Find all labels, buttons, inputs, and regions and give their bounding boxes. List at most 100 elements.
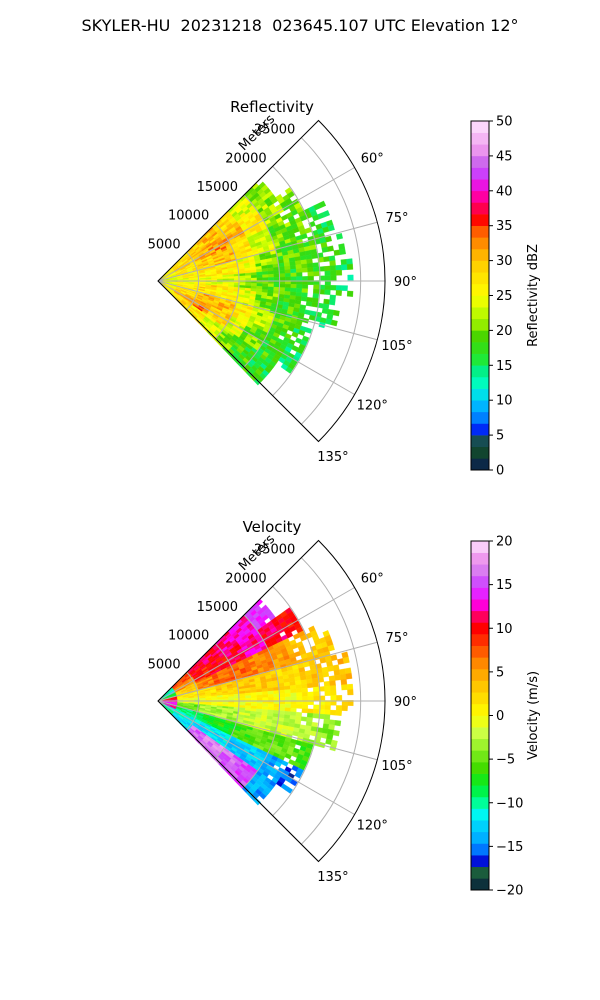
- data-cell: [307, 691, 314, 697]
- data-cell: [301, 708, 308, 714]
- data-cell: [324, 690, 331, 696]
- data-cell: [262, 706, 269, 710]
- data-cell: [245, 275, 252, 279]
- data-cell: [301, 284, 309, 289]
- azimuth-spoke: [157, 280, 355, 395]
- colorbar-tick-label: 0: [496, 709, 504, 724]
- data-cell: [250, 274, 258, 279]
- colorbar-tick-label: −20: [496, 884, 523, 899]
- azimuth-spoke: [157, 641, 378, 702]
- colorbar-segment: [471, 411, 489, 424]
- data-cell: [262, 286, 269, 290]
- data-cell: [339, 668, 346, 675]
- velocity-colorbar: −20 −15 −10 −5 0 5 10 15 20 Velocity (m/s): [470, 535, 541, 899]
- data-cell: [330, 654, 338, 662]
- range-tick-label: 5000: [148, 657, 181, 672]
- data-cell: [335, 285, 343, 291]
- colorbar-segment: [471, 260, 489, 273]
- data-cell: [284, 689, 291, 694]
- data-cell: [267, 703, 275, 708]
- data-cell: [327, 644, 335, 652]
- colorbar-segment: [471, 132, 489, 145]
- data-cell: [239, 695, 246, 699]
- colorbar-tick-label: 10: [496, 622, 513, 637]
- figure-title: SKYLER-HU 20231218 023645.107 UTC Elevat…: [81, 16, 519, 35]
- data-cell: [284, 685, 291, 691]
- data-cell: [341, 285, 348, 292]
- data-cell: [262, 703, 269, 707]
- colorbar-segment: [471, 738, 489, 751]
- data-cell: [328, 719, 336, 726]
- data-cell: [323, 714, 331, 720]
- data-cell: [228, 278, 235, 281]
- data-cell: [346, 683, 354, 690]
- data-cell: [273, 697, 280, 701]
- colorbar-segment: [471, 225, 489, 238]
- colorbar-segment: [471, 400, 489, 413]
- data-cell: [284, 703, 292, 709]
- data-cell: [307, 275, 314, 281]
- range-tick-label: 25000: [254, 123, 295, 138]
- data-cell: [294, 771, 302, 779]
- colorbar-segment: [471, 446, 489, 459]
- data-cell: [302, 696, 309, 701]
- colorbar-segment: [471, 272, 489, 285]
- data-cell: [290, 692, 297, 697]
- data-cell: [336, 695, 343, 701]
- data-cell: [239, 275, 246, 279]
- data-cell: [330, 695, 337, 701]
- azimuth-spoke: [157, 700, 378, 761]
- data-cell: [222, 276, 229, 280]
- data-cell: [239, 273, 246, 277]
- data-cell: [304, 309, 311, 316]
- data-cell: [335, 264, 342, 271]
- data-cell: [216, 697, 223, 700]
- data-cell: [300, 296, 308, 302]
- data-cell: [259, 792, 267, 800]
- data-cell: [284, 287, 291, 292]
- data-cell: [296, 288, 303, 293]
- data-cell: [301, 687, 308, 693]
- data-cell: [256, 277, 263, 281]
- data-cell: [268, 697, 275, 701]
- data-cell: [279, 276, 286, 281]
- data-cell: [262, 277, 269, 281]
- data-cell: [251, 277, 258, 281]
- data-cell: [284, 707, 291, 712]
- colorbar-tick-label: 20: [496, 324, 513, 339]
- azimuth-tick-label: 120°: [357, 399, 388, 414]
- data-cell: [339, 248, 346, 255]
- data-cell: [278, 686, 285, 691]
- data-cell: [305, 327, 313, 334]
- colorbar-segment: [471, 762, 489, 774]
- data-cell: [300, 259, 308, 265]
- data-cell: [228, 276, 235, 279]
- data-cell: [323, 298, 330, 305]
- data-cell: [320, 732, 328, 739]
- data-cell: [312, 686, 320, 692]
- colorbar-tick-label: 40: [496, 184, 513, 199]
- data-cell: [327, 665, 334, 672]
- data-cell: [347, 689, 354, 696]
- colorbar-segment: [471, 388, 489, 401]
- data-cell: [256, 694, 263, 699]
- azimuth-tick-label: 90°: [394, 695, 417, 710]
- data-cell: [309, 730, 317, 737]
- data-cell: [239, 693, 246, 697]
- range-tick-label: 20000: [225, 151, 266, 166]
- data-cell: [285, 276, 292, 281]
- colorbar-segment: [471, 878, 489, 891]
- data-cell: [245, 282, 252, 287]
- sector-outline: [157, 119, 386, 443]
- data-cell: [267, 283, 275, 288]
- colorbar-segment: [471, 458, 489, 471]
- data-cell: [323, 681, 331, 687]
- data-cell: [341, 264, 348, 271]
- data-cell: [335, 705, 343, 711]
- data-cell: [341, 684, 348, 691]
- data-cell: [250, 694, 258, 699]
- colorbar-segment: [471, 423, 489, 436]
- data-cell: [278, 689, 286, 694]
- data-cell: [333, 249, 341, 256]
- data-cell: [285, 696, 292, 701]
